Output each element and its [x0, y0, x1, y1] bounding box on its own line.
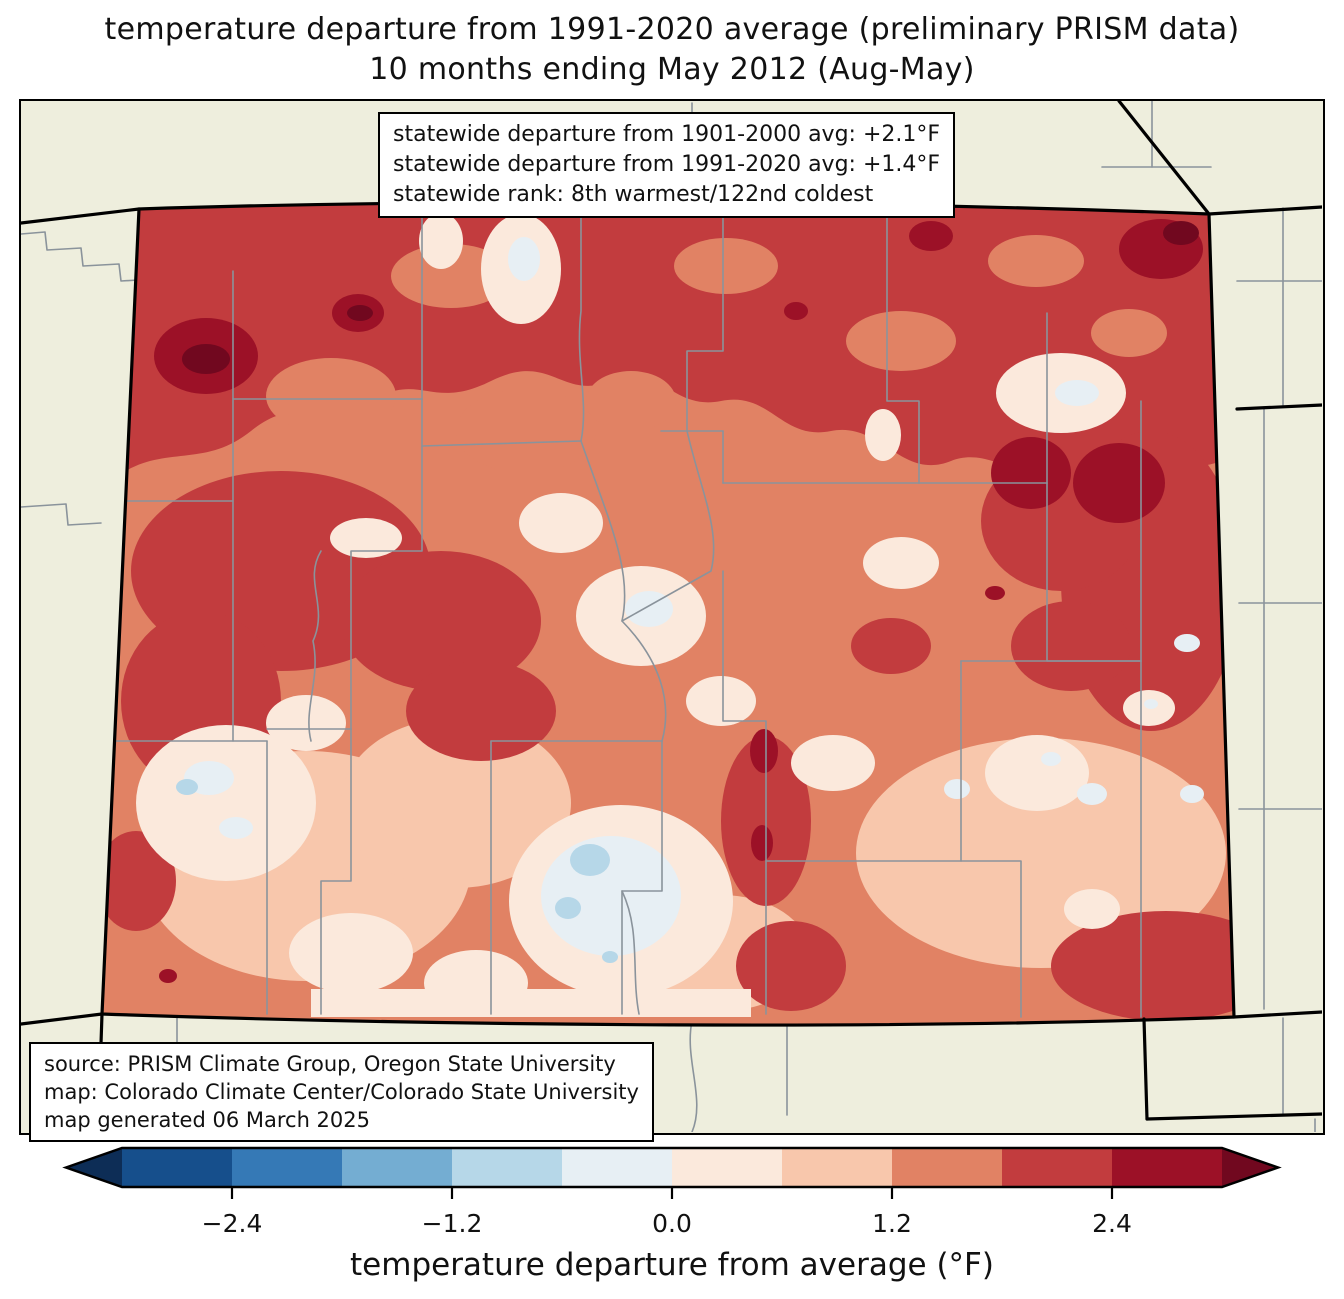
colorbar-segment — [452, 1148, 562, 1187]
page-title: temperature departure from 1991-2020 ave… — [0, 10, 1344, 90]
stats-line-3: statewide rank: 8th warmest/122nd coldes… — [393, 182, 874, 207]
colorbar-tick-label: −1.2 — [422, 1209, 483, 1238]
statewide-stats-box: statewide departure from 1901-2000 avg: … — [378, 112, 956, 218]
colorbar-segments — [62, 1146, 1282, 1189]
colorbar-over-arrow — [1222, 1148, 1278, 1187]
colorbar-axis-label: temperature departure from average (°F) — [350, 1247, 994, 1283]
title-line-2: 10 months ending May 2012 (Aug-May) — [369, 52, 975, 87]
source-box: source: PRISM Climate Group, Oregon Stat… — [29, 1042, 654, 1142]
colorbar: −2.4 −1.2 0.0 1.2 2.4 temperature depart… — [62, 1146, 1282, 1283]
colorbar-tick-label: 1.2 — [872, 1209, 912, 1238]
stats-line-1: statewide departure from 1901-2000 avg: … — [393, 122, 941, 147]
source-line-3: map generated 06 March 2025 — [44, 1108, 371, 1132]
colorbar-segment — [232, 1148, 342, 1187]
colorbar-segment — [672, 1148, 782, 1187]
colorbar-tick-label: 2.4 — [1092, 1209, 1132, 1238]
colorbar-ticks — [230, 1187, 1114, 1199]
source-line-1: source: PRISM Climate Group, Oregon Stat… — [44, 1052, 616, 1076]
colorbar-segment — [1112, 1148, 1222, 1187]
colorado-county-lines — [102, 208, 1142, 1018]
title-line-1: temperature departure from 1991-2020 ave… — [104, 12, 1240, 47]
map-frame: statewide departure from 1901-2000 avg: … — [19, 99, 1325, 1142]
colorbar-segment — [342, 1148, 452, 1187]
colorado-map — [21, 101, 1322, 1132]
colorbar-tick-label: 0.0 — [652, 1209, 692, 1238]
colorbar-segment — [782, 1148, 892, 1187]
source-line-2: map: Colorado Climate Center/Colorado St… — [44, 1080, 639, 1104]
colorbar-segment — [1002, 1148, 1112, 1187]
colorbar-segment — [562, 1148, 672, 1187]
colorbar-segment — [892, 1148, 1002, 1187]
colorbar-segment — [122, 1148, 232, 1187]
stats-line-2: statewide departure from 1991-2020 avg: … — [393, 152, 941, 177]
colorbar-tick-label: −2.4 — [202, 1209, 263, 1238]
colorado-contour-fill — [102, 202, 1234, 1026]
colorbar-outline — [62, 1146, 1282, 1189]
colorbar-under-arrow — [66, 1148, 122, 1187]
